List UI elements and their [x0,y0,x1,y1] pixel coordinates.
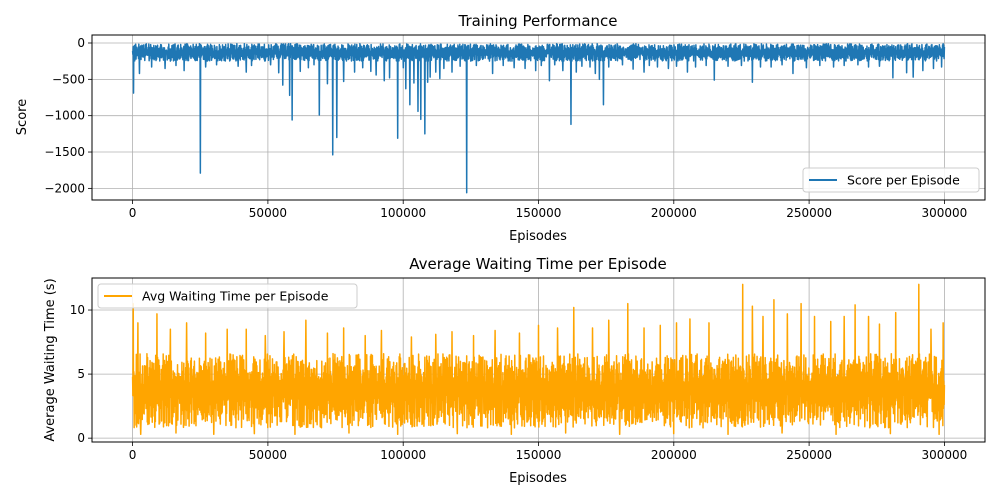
waiting-time-y-tick-label: 5 [77,367,85,381]
score-data-line [131,42,946,194]
waiting-time-ticks: 0 50000 100000 150000 200000 250000 300000 0 5 10 [70,303,968,462]
waiting-time-x-tick-label: 250000 [786,448,832,462]
waiting-time-x-tick-label: 50000 [249,448,287,462]
waiting-time-x-tick-label: 300000 [922,448,968,462]
score-series-line [131,42,946,194]
waiting-time-series-line [131,283,946,436]
waiting-time-x-tick-label: 200000 [651,448,697,462]
waiting-time-y-tick-label: 10 [70,303,85,317]
score-x-tick-label: 50000 [249,206,287,220]
score-y-tick-label: 0 [77,36,85,50]
score-x-tick-label: 300000 [922,206,968,220]
score-y-tick-label: −2000 [44,181,85,195]
score-legend-box [802,167,980,193]
score-x-tick-label: 0 [129,206,137,220]
score-y-tick-label: −500 [52,72,85,86]
score-x-tick-label: 250000 [786,206,832,220]
waiting-time-data-line [131,283,946,436]
score-y-tick-label: −1000 [44,109,85,123]
waiting-time-subplot: 0 50000 100000 150000 200000 250000 300000 0 5 10… [43,255,986,486]
waiting-time-x-tick-label: 100000 [380,448,426,462]
waiting-time-x-tick-label: 150000 [516,448,562,462]
score-subplot: 0 50000 100000 150000 200000 250000 300000 0 −50… [15,12,986,244]
waiting-time-y-axis-label: Average Waiting Time (s) [43,278,58,441]
score-x-tick-label: 150000 [516,206,562,220]
waiting-time-legend-box [97,283,358,309]
score-y-axis-label: Score [15,99,30,135]
waiting-time-x-axis-label: Episodes [509,471,567,486]
score-legend: Score per Episode [802,167,980,193]
score-x-tick-label: 200000 [651,206,697,220]
score-ticks: 0 50000 100000 150000 200000 250000 300000 0 −50… [44,36,967,220]
score-chart-title: Training Performance [457,12,617,30]
score-y-tick-label: −1500 [44,145,85,159]
score-x-tick-label: 100000 [380,206,426,220]
waiting-time-legend: Avg Waiting Time per Episode [97,283,358,309]
score-legend-label: Score per Episode [847,173,960,188]
waiting-time-chart-title: Average Waiting Time per Episode [409,255,667,273]
waiting-time-y-tick-label: 0 [77,431,85,445]
score-x-axis-label: Episodes [509,229,567,244]
waiting-time-x-tick-label: 0 [129,448,137,462]
waiting-time-legend-label: Avg Waiting Time per Episode [142,289,329,304]
